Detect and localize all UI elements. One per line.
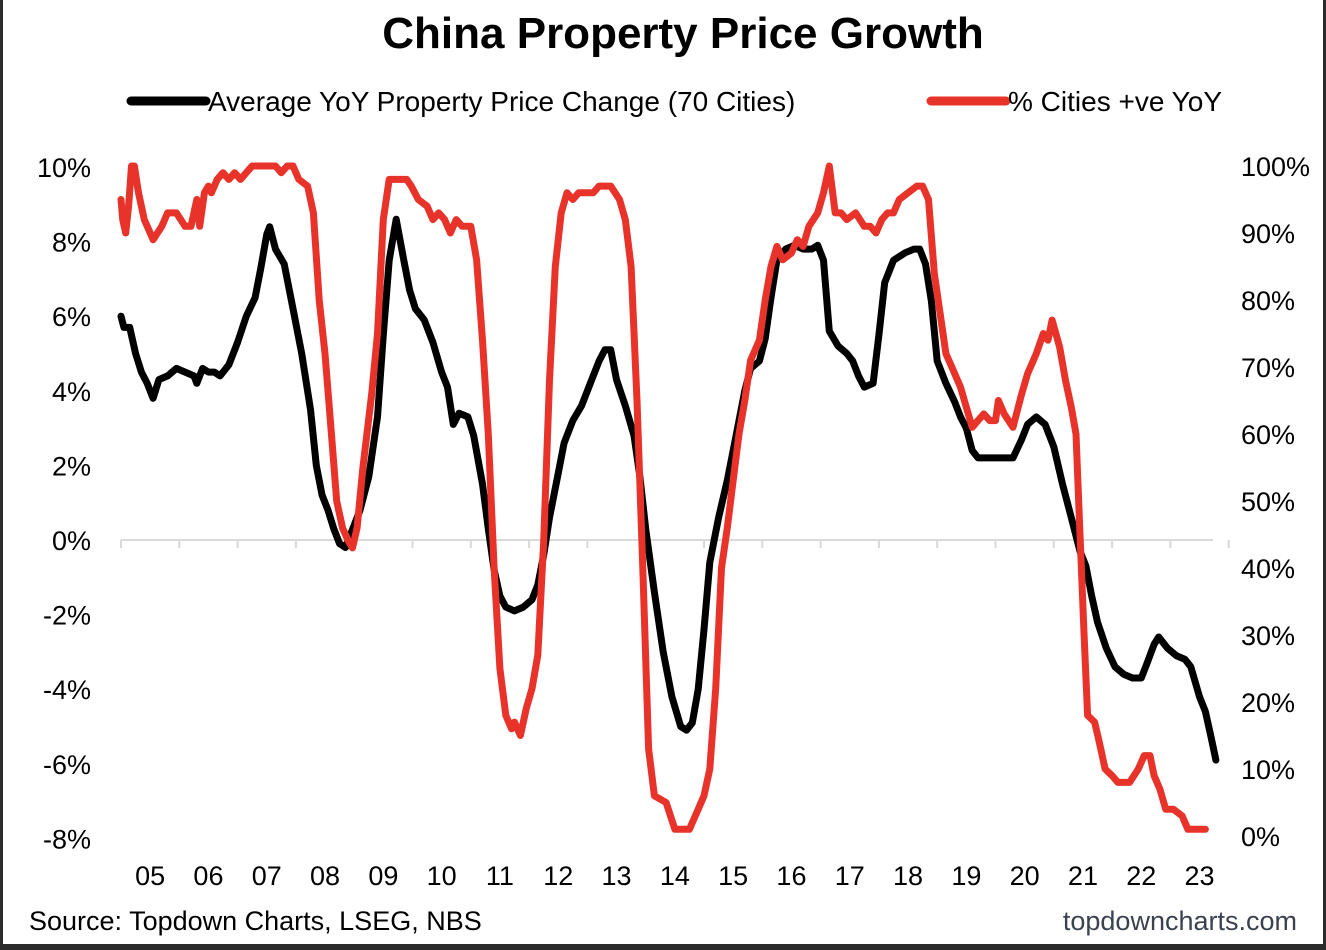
- y-left-tick-label: 8%: [52, 228, 91, 258]
- x-tick-label: 14: [660, 861, 690, 891]
- x-tick-label: 06: [193, 861, 223, 891]
- x-tick-label: 07: [252, 861, 282, 891]
- x-tick-label: 08: [310, 861, 340, 891]
- y-axis-left: 10% 8% 6% 4% 2% 0% -2% -4% -6% -8%: [37, 153, 91, 854]
- x-tick-label: 19: [951, 861, 981, 891]
- x-tick-label: 15: [718, 861, 748, 891]
- x-tick-label: 20: [1010, 861, 1040, 891]
- y-right-tick-label: 70%: [1241, 353, 1295, 383]
- x-tick-label: 09: [368, 861, 398, 891]
- series-lines: [117, 162, 1220, 833]
- x-tick-label: 16: [776, 861, 806, 891]
- y-right-tick-label: 40%: [1241, 554, 1295, 584]
- y-left-tick-label: 4%: [52, 377, 91, 407]
- x-axis: 05 06 07 08 09 10 11 12 13 14 15 16 17 18 19 20 21 22 23: [120, 539, 1230, 891]
- y-left-tick-label: -6%: [43, 750, 91, 780]
- y-right-tick-label: 20%: [1241, 688, 1295, 718]
- y-left-tick-label: 0%: [52, 526, 91, 556]
- y-right-tick-label: 50%: [1241, 487, 1295, 517]
- y-left-tick-label: 6%: [52, 302, 91, 332]
- chart-title: China Property Price Growth: [382, 9, 983, 58]
- y-left-tick-label: 10%: [37, 153, 91, 183]
- x-tick-label: 12: [543, 861, 573, 891]
- chart-frame: China Property Price Growth Average YoY …: [3, 0, 1323, 944]
- legend-label-pct-cities: % Cities +ve YoY: [1008, 86, 1222, 117]
- website-credit: topdowncharts.com: [1063, 906, 1297, 936]
- x-tick-label: 10: [427, 861, 457, 891]
- legend: Average YoY Property Price Change (70 Ci…: [126, 86, 1222, 117]
- x-tick-label: 11: [486, 861, 514, 891]
- chart-svg: China Property Price Growth Average YoY …: [29, 9, 1310, 936]
- y-left-tick-label: -2%: [43, 601, 91, 631]
- y-right-tick-label: 100%: [1241, 152, 1310, 182]
- y-right-tick-label: 30%: [1241, 621, 1295, 651]
- x-tick-label: 21: [1068, 861, 1098, 891]
- x-tick-label: 23: [1185, 861, 1215, 891]
- x-tick-label: 17: [835, 861, 865, 891]
- legend-label-avg-yoy: Average YoY Property Price Change (70 Ci…: [208, 86, 795, 117]
- y-right-tick-label: 60%: [1241, 420, 1295, 450]
- y-right-tick-label: 80%: [1241, 286, 1295, 316]
- y-right-tick-label: 10%: [1241, 755, 1295, 785]
- source-note: Source: Topdown Charts, LSEG, NBS: [29, 906, 482, 936]
- series-line-avg-yoy-price-change: [117, 215, 1220, 764]
- x-tick-label: 13: [602, 861, 632, 891]
- series-line-pct-cities-positive: [117, 162, 1209, 833]
- x-tick-label: 22: [1126, 861, 1156, 891]
- y-left-tick-label: 2%: [52, 451, 91, 481]
- y-left-tick-label: -4%: [43, 675, 91, 705]
- y-right-tick-label: 0%: [1241, 822, 1280, 852]
- x-tick-label: 05: [135, 861, 165, 891]
- y-left-tick-label: -8%: [43, 824, 91, 854]
- y-right-tick-label: 90%: [1241, 219, 1295, 249]
- y-axis-right: 100% 90% 80% 70% 60% 50% 40% 30% 20% 10% 0%: [1241, 152, 1310, 852]
- x-tick-label: 18: [893, 861, 923, 891]
